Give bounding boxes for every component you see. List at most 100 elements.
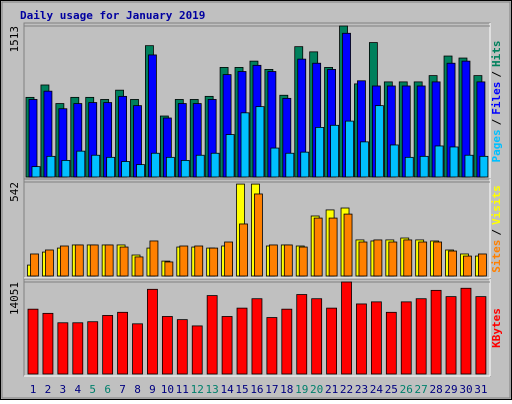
x-tick-label: 11 (176, 383, 189, 396)
bar (61, 160, 71, 178)
x-tick-label: 27 (415, 383, 428, 396)
bar (191, 325, 203, 375)
x-tick-label: 9 (149, 383, 156, 396)
bar (176, 319, 188, 375)
legend-entry: Files (490, 82, 503, 115)
bar (434, 145, 444, 178)
bar (430, 289, 442, 375)
bar (102, 315, 114, 375)
bar (27, 308, 39, 375)
x-tick-label: 2 (45, 383, 52, 396)
bar (210, 152, 220, 178)
bar (225, 134, 235, 178)
legend-separator: / (490, 229, 503, 236)
bar (236, 307, 248, 375)
bar (104, 244, 114, 277)
bar (134, 256, 144, 277)
bar (30, 253, 39, 277)
bar (46, 155, 56, 178)
bar (119, 246, 129, 277)
bar (42, 312, 54, 375)
bar (57, 322, 69, 375)
bar (373, 239, 383, 277)
bar (161, 316, 173, 375)
legend: Pages / Files / Hits (490, 41, 503, 163)
x-tick-label: 21 (325, 383, 338, 396)
bar (360, 141, 369, 178)
legend-entry: Pages (490, 129, 503, 162)
x-tick-label: 14 (220, 383, 234, 396)
bar (268, 244, 278, 277)
bar (255, 106, 265, 178)
bar (448, 250, 457, 277)
bar (415, 298, 427, 375)
x-tick-label: 31 (474, 383, 487, 396)
x-tick-label: 3 (60, 383, 67, 396)
bar (433, 241, 443, 277)
bar (404, 156, 414, 178)
bar (72, 322, 84, 375)
bar (266, 317, 278, 375)
x-tick-label: 17 (265, 383, 278, 396)
x-tick-label: 18 (280, 383, 293, 396)
bar (180, 160, 190, 178)
bar (106, 156, 116, 178)
bar (254, 193, 263, 277)
x-tick-label: 16 (250, 383, 263, 396)
bar (445, 296, 457, 375)
bar (300, 151, 310, 178)
bar (374, 105, 384, 178)
x-tick-label: 6 (104, 383, 111, 396)
bar (91, 154, 101, 178)
bar (165, 156, 175, 178)
legend-entry: Sites (490, 240, 503, 273)
x-tick-label: 19 (295, 383, 308, 396)
x-tick-label: 10 (161, 383, 174, 396)
legend: Sites / Visits (490, 185, 503, 273)
x-tick-label: 5 (89, 383, 96, 396)
x-tick-label: 23 (355, 383, 368, 396)
legend-separator: / (490, 71, 503, 78)
y-tick-label: 542 (8, 182, 21, 202)
bar (330, 124, 340, 178)
bar (195, 154, 205, 178)
bar (283, 244, 293, 277)
x-tick-label: 12 (191, 383, 204, 396)
legend-entry: KBytes (490, 308, 503, 348)
legend-entry: Visits (490, 185, 503, 225)
bar (296, 294, 308, 375)
bar (464, 154, 474, 178)
bar (164, 261, 174, 277)
bar (479, 155, 489, 178)
bar (151, 152, 160, 178)
bar (403, 239, 413, 277)
x-tick-label: 7 (119, 383, 126, 396)
bar (419, 155, 429, 178)
bar (463, 255, 472, 277)
bar (311, 298, 323, 375)
bar (475, 296, 487, 375)
bar (315, 126, 325, 178)
x-tick-label: 29 (444, 383, 457, 396)
bar (326, 307, 338, 375)
x-tick-label: 30 (459, 383, 472, 396)
bar (117, 311, 128, 375)
x-tick-label: 26 (400, 383, 413, 396)
bar (385, 311, 397, 375)
x-tick-label: 25 (385, 383, 398, 396)
bar (345, 120, 354, 178)
x-tick-label: 20 (310, 383, 323, 396)
chart-title: Daily usage for January 2019 (20, 9, 205, 22)
bar (341, 281, 352, 375)
x-tick-label: 8 (134, 383, 141, 396)
bar (285, 152, 295, 178)
x-tick-label: 1 (30, 383, 37, 396)
bar (313, 217, 323, 277)
bar (270, 147, 280, 178)
bar (251, 298, 263, 375)
x-tick-label: 15 (235, 383, 248, 396)
bar (87, 321, 99, 375)
bar (240, 112, 250, 178)
